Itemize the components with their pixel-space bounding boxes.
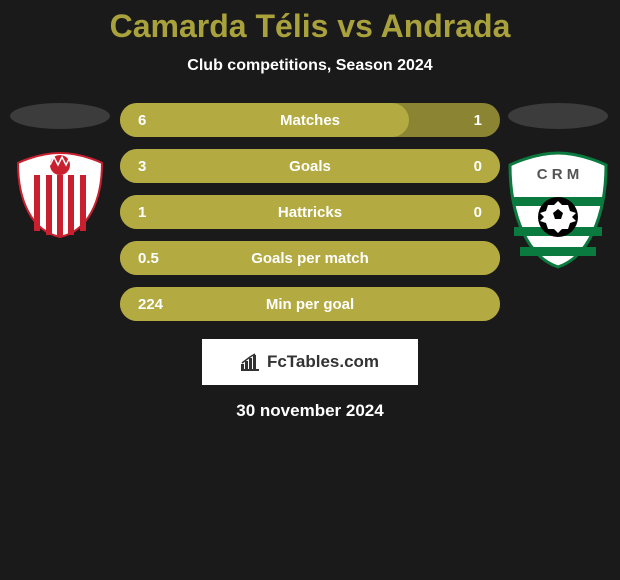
comparison-card: Camarda Télis vs Andrada Club competitio… <box>0 0 620 421</box>
page-title: Camarda Télis vs Andrada <box>0 8 620 45</box>
bar-chart-icon <box>241 353 263 371</box>
page-subtitle: Club competitions, Season 2024 <box>0 57 620 75</box>
player-right-placeholder <box>508 103 608 129</box>
team-right-crest: C R M <box>506 151 610 269</box>
stat-row: 3Goals0 <box>120 149 500 183</box>
stat-label: Matches <box>198 112 422 129</box>
stat-row: 1Hattricks0 <box>120 195 500 229</box>
stats-list: 6Matches13Goals01Hattricks00.5Goals per … <box>120 103 500 321</box>
player-right-column: C R M <box>506 103 610 269</box>
stat-right-value: 0 <box>422 204 482 221</box>
team-right-initials: C R M <box>537 166 580 183</box>
stat-label: Min per goal <box>198 296 422 313</box>
stat-left-value: 0.5 <box>138 250 198 267</box>
brand-box[interactable]: FcTables.com <box>202 339 418 385</box>
stat-row: 224Min per goal <box>120 287 500 321</box>
stat-left-value: 6 <box>138 112 198 129</box>
stat-row: 0.5Goals per match <box>120 241 500 275</box>
snapshot-date: 30 november 2024 <box>0 401 620 421</box>
brand-label: FcTables.com <box>267 352 379 372</box>
stat-left-value: 3 <box>138 158 198 175</box>
team-left-crest <box>10 151 110 239</box>
stat-left-value: 1 <box>138 204 198 221</box>
stat-left-value: 224 <box>138 296 198 313</box>
stat-label: Hattricks <box>198 204 422 221</box>
stat-row: 6Matches1 <box>120 103 500 137</box>
stat-label: Goals <box>198 158 422 175</box>
player-left-placeholder <box>10 103 110 129</box>
player-left-column <box>10 103 110 239</box>
main-area: C R M 6Matches13Goals01Hattricks00.5Goal… <box>0 103 620 321</box>
stat-label: Goals per match <box>198 250 422 267</box>
stat-right-value: 1 <box>422 112 482 129</box>
stat-right-value: 0 <box>422 158 482 175</box>
